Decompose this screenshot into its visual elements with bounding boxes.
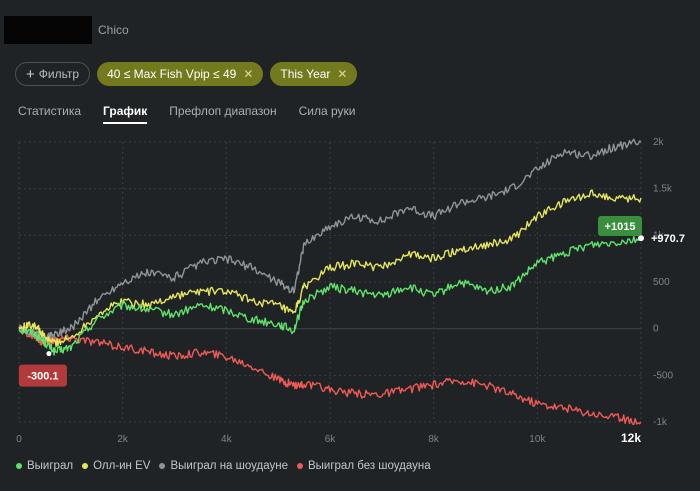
min-point-marker (46, 351, 52, 357)
filter-bar: + Фильтр 40 ≤ Max Fish Vpip ≤ 49 ✕ This … (15, 62, 358, 86)
legend-label: Выиграл на шоудауне (170, 460, 288, 472)
y-tick-label: 500 (653, 277, 670, 288)
y-tick-label: 2k (653, 137, 665, 148)
legend-item-nonshowdown[interactable]: Выиграл без шоудауна (296, 460, 431, 472)
plus-icon: + (26, 65, 35, 83)
y-tick-label: 1k (653, 230, 665, 241)
callout-min (18, 364, 67, 387)
callout-max (598, 216, 642, 236)
y-tick-label: 0 (653, 324, 659, 335)
avatar (4, 16, 92, 44)
tab-preflop-range[interactable]: Префлоп диапазон (169, 104, 277, 118)
filter-chip-label: 40 ≤ Max Fish Vpip ≤ 49 (107, 67, 237, 81)
series-line-nonshowdown[interactable] (18, 324, 642, 426)
filter-chip-vpip[interactable]: 40 ≤ Max Fish Vpip ≤ 49 ✕ (97, 62, 264, 86)
filter-chip-label: This Year (280, 67, 331, 81)
y-tick-label: -500 (653, 370, 673, 381)
x-tick-label: 4k (221, 434, 233, 445)
x-tick-label: 2k (117, 434, 129, 445)
tab-graph[interactable]: График (103, 104, 148, 124)
add-filter-label: Фильтр (38, 67, 80, 81)
y-tick-label: -1k (653, 417, 668, 428)
legend-label: Выиграл (27, 460, 74, 472)
legend-dot (16, 463, 22, 469)
chart-legend: Выиграл Олл-ин EV Выиграл на шоудауне Вы… (16, 460, 440, 472)
player-name: Chico (98, 23, 129, 37)
series-line-allin_ev[interactable] (18, 189, 642, 348)
series-line-won[interactable] (18, 235, 642, 356)
profit-chart[interactable]: 2k 1.5k 1k 500 0 -500 -1k 0 2k 4k 6k 8k 10k 12k +970.7… (0, 128, 700, 454)
series-line-showdown[interactable] (18, 138, 642, 342)
callout-max-label: +1015 (605, 221, 636, 233)
y-tick-label: 1.5k (653, 184, 673, 195)
x-tick-label: 8k (428, 434, 440, 445)
tab-hand-strength[interactable]: Сила руки (298, 104, 356, 118)
add-filter-button[interactable]: + Фильтр (15, 62, 91, 86)
tab-bar: Статистика График Префлоп диапазон Сила … (18, 104, 377, 124)
legend-item-won[interactable]: Выиграл (16, 460, 73, 472)
callout-min-label: -300.1 (27, 371, 58, 383)
end-value-label: +970.7 (651, 233, 685, 245)
x-tick-label: 6k (325, 434, 337, 445)
header: Chico (4, 16, 129, 44)
x-tick-label: 12k (621, 431, 641, 445)
end-point-marker (638, 235, 644, 242)
close-icon[interactable]: ✕ (337, 67, 348, 81)
legend-label: Выиграл без шоудауна (307, 460, 431, 472)
filter-chip-year[interactable]: This Year ✕ (270, 62, 358, 86)
legend-dot (82, 463, 89, 469)
x-tick-label: 0 (16, 434, 22, 445)
close-icon[interactable]: ✕ (243, 67, 254, 81)
legend-label: Олл-ин EV (93, 460, 151, 472)
legend-item-showdown[interactable]: Выиграл на шоудауне (159, 460, 288, 472)
tab-statistics[interactable]: Статистика (18, 104, 82, 118)
legend-dot (296, 463, 303, 469)
legend-dot (159, 463, 166, 469)
x-tick-label: 10k (529, 434, 546, 445)
legend-item-allin-ev[interactable]: Олл-ин EV (82, 460, 150, 472)
